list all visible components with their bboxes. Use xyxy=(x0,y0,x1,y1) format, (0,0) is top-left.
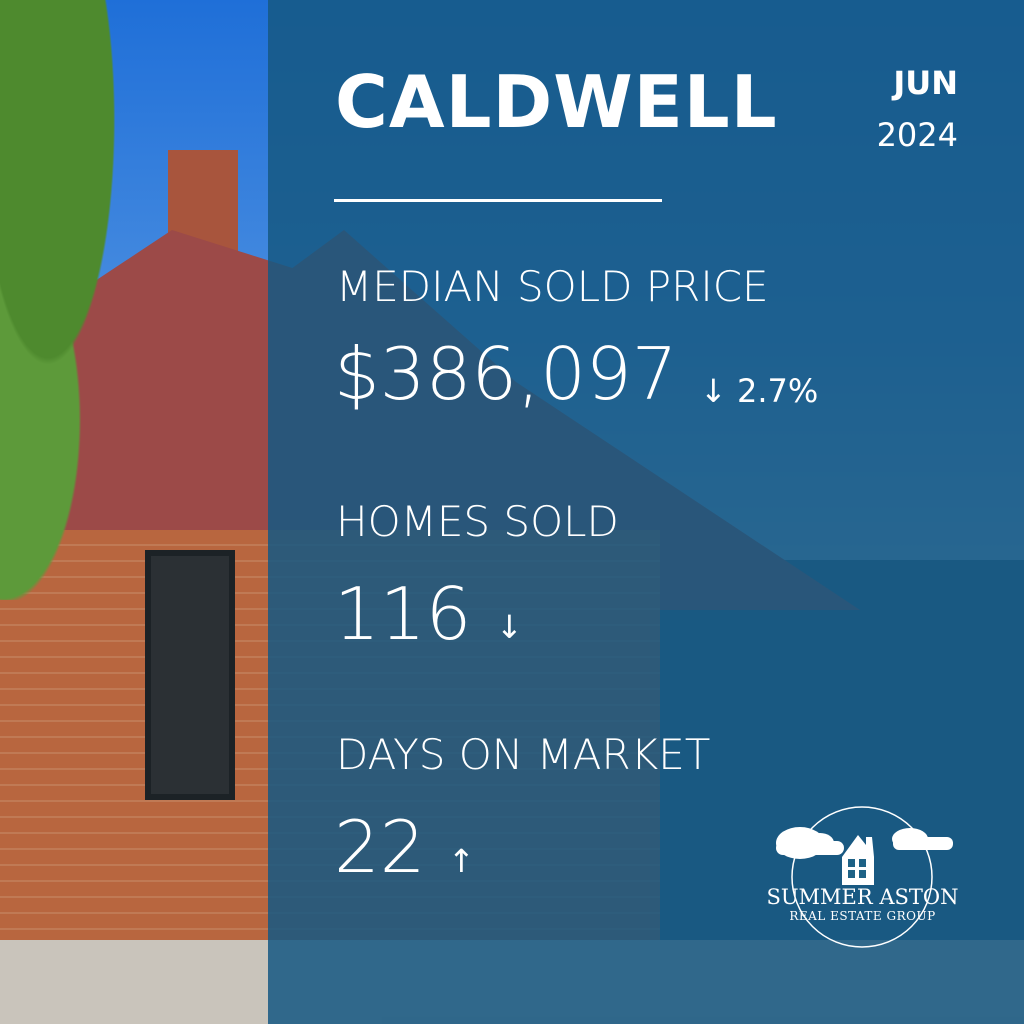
month-label: JUN xyxy=(893,64,958,102)
summer-aston-logo: SUMMER ASTON REAL ESTATE GROUP xyxy=(760,805,965,955)
median-price-value: $386,097 xyxy=(334,332,678,416)
days-on-market-value: 22 xyxy=(334,805,426,889)
median-price-change: ↓ 2.7% xyxy=(700,372,819,410)
year-label: 2024 xyxy=(876,116,958,154)
logo-subtitle: REAL ESTATE GROUP xyxy=(789,909,936,923)
homes-sold-label: HOMES SOLD xyxy=(336,497,619,546)
days-on-market-change: ↑ xyxy=(448,842,475,880)
blue-overlay-panel xyxy=(268,0,1024,1024)
homes-sold-change: ↓ xyxy=(496,608,523,646)
logo-name: SUMMER ASTON xyxy=(766,885,959,909)
divider xyxy=(334,199,662,202)
median-price-label: MEDIAN SOLD PRICE xyxy=(336,262,769,311)
homes-sold-value: 116 xyxy=(334,572,472,656)
days-on-market-label: DAYS ON MARKET xyxy=(336,730,711,779)
city-title: CALDWELL xyxy=(335,60,778,144)
